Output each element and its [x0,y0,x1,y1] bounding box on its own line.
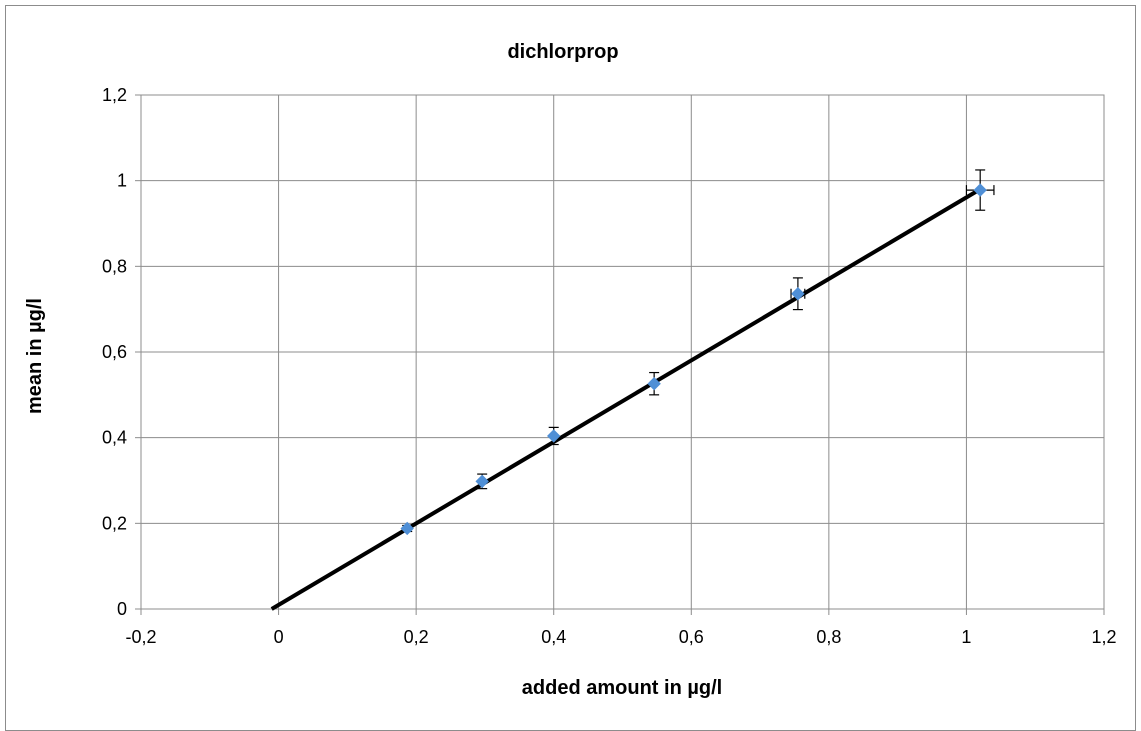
y-tick-label: 1,2 [102,85,127,105]
y-tick-label: 0,6 [102,342,127,362]
data-point [973,183,987,197]
fit-line-layer [270,187,982,611]
x-tick-label: 0,6 [679,627,704,647]
chart-title: dichlorprop [507,41,618,63]
data-points [400,183,987,536]
y-tick-labels: 0 0,2 0,4 0,6 0,8 1 1,2 [102,85,127,619]
y-tick-label: 0 [117,599,127,619]
chart-border [5,5,1136,731]
axes [135,94,1105,615]
x-tick-label: 0,2 [404,627,429,647]
y-tick-label: 0,8 [102,256,127,276]
x-tick-label: 0,8 [816,627,841,647]
x-tick-label: 0,4 [541,627,566,647]
x-tick-label: -0,2 [125,627,156,647]
x-tick-labels: -0,2 0 0,2 0,4 0,6 0,8 1 1,2 [125,627,1116,647]
x-tick-label: 1,2 [1091,627,1116,647]
y-axis-title: mean in µg/l [24,298,46,414]
x-tick-label: 0 [274,627,284,647]
data-point [400,521,414,536]
x-axis-title: added amount in µg/l [522,677,722,699]
data-point [547,429,561,443]
data-point [475,474,489,489]
data-point [791,287,805,301]
y-tick-label: 0,2 [102,513,127,533]
y-tick-label: 0,4 [102,428,127,448]
data-point [647,376,661,391]
fit-line [270,187,982,611]
x-tick-label: 1 [961,627,971,647]
y-tick-label: 1 [117,171,127,191]
